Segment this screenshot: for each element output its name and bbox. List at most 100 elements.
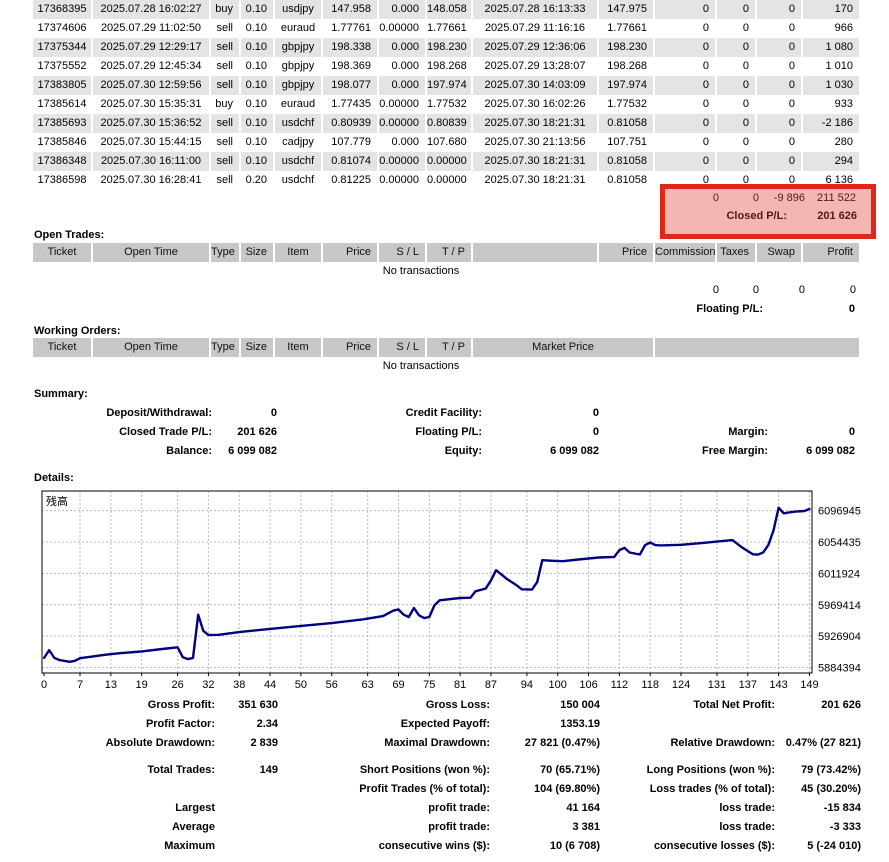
trade-cell: usdchf bbox=[275, 114, 321, 133]
stat-label: consecutive wins ($): bbox=[378, 840, 490, 852]
x-tick-label: 75 bbox=[423, 679, 435, 691]
trade-cell: 2025.07.29 11:02:50 bbox=[100, 22, 202, 34]
summary-value: 0 bbox=[592, 407, 599, 419]
details-stat-row: Profit Factor: 2.34 Expected Payoff: 1353.1… bbox=[0, 715, 889, 734]
trade-cell: 0 bbox=[702, 136, 709, 148]
column-header: T / P bbox=[427, 338, 471, 357]
x-tick-label: 69 bbox=[392, 679, 404, 691]
stat-label: Maximum bbox=[164, 840, 215, 852]
chart-title: 残高 bbox=[46, 494, 68, 508]
column-header: S / L bbox=[379, 243, 425, 262]
stat-value: 10 (6 708) bbox=[549, 840, 600, 852]
trade-cell: 198.338 bbox=[323, 38, 377, 57]
y-tick-label: 6096945 bbox=[818, 506, 861, 518]
column-header: Profit bbox=[803, 243, 859, 262]
trade-cell: usdchf bbox=[281, 174, 315, 186]
trade-cell: gbpjpy bbox=[275, 38, 321, 57]
stat-value: 3 381 bbox=[572, 821, 600, 833]
trade-cell: usdchf bbox=[275, 152, 321, 171]
closed-trade-row: 17368395 2025.07.28 16:02:27 buy 0.10 usdjpy… bbox=[33, 0, 859, 19]
trade-cell: 2025.07.30 21:13:56 bbox=[484, 136, 586, 148]
x-tick-label: 50 bbox=[295, 679, 307, 691]
x-tick-label: 56 bbox=[326, 679, 338, 691]
trade-cell: 0.000 bbox=[391, 136, 419, 148]
stat-label: loss trade: bbox=[719, 821, 775, 833]
trade-cell: 2025.07.30 12:59:56 bbox=[93, 76, 209, 95]
stat-text: 0 bbox=[712, 192, 719, 204]
y-tick-label: 5969414 bbox=[818, 600, 861, 612]
trade-cell: 0.20 bbox=[245, 174, 267, 186]
column-header: Open Time bbox=[93, 243, 209, 262]
column-header: Size bbox=[241, 243, 273, 262]
plot-border bbox=[41, 490, 813, 674]
trade-cell: 107.751 bbox=[607, 136, 647, 148]
trade-cell: 0 bbox=[717, 152, 755, 171]
trade-cell: 0 bbox=[717, 0, 755, 19]
details-stat-row: Absolute Drawdown: 2 839 Maximal Drawdown:… bbox=[0, 734, 889, 753]
trade-cell: 198.077 bbox=[323, 76, 377, 95]
closed-trade-row: 17385846 2025.07.30 15:44:15 sell 0.10 cadjp… bbox=[33, 133, 859, 152]
column-header: Ticket bbox=[33, 243, 91, 262]
trade-cell: 2025.07.29 12:45:34 bbox=[100, 60, 202, 72]
stat-value: 1353.19 bbox=[560, 718, 600, 730]
trade-cell: sell bbox=[211, 114, 239, 133]
trade-cell: 0.81225 bbox=[331, 174, 371, 186]
column-header: Price bbox=[599, 243, 653, 262]
trade-cell: 107.680 bbox=[427, 136, 467, 148]
stat-label: Average bbox=[171, 821, 215, 833]
trade-cell: 0 bbox=[742, 60, 749, 72]
column-header: T / P bbox=[427, 243, 471, 262]
trade-cell: 2025.07.30 15:36:52 bbox=[93, 114, 209, 133]
trade-cell: sell bbox=[216, 174, 233, 186]
trade-cell: 198.268 bbox=[427, 60, 467, 72]
trade-cell: 198.230 bbox=[599, 38, 653, 57]
column-header: S / L bbox=[379, 338, 425, 357]
trade-cell: 17375344 bbox=[33, 38, 91, 57]
column-header: Open Time bbox=[93, 338, 209, 357]
y-tick-label: 5884394 bbox=[818, 663, 861, 675]
trade-cell: usdjpy bbox=[275, 0, 321, 19]
trade-cell: sell bbox=[211, 76, 239, 95]
stat-value: 41 164 bbox=[566, 802, 600, 814]
trade-cell: 294 bbox=[803, 152, 859, 171]
trade-cell: 0 bbox=[788, 60, 795, 72]
trade-cell: 17386348 bbox=[33, 152, 91, 171]
stat-label: Expected Payoff: bbox=[400, 718, 490, 730]
closed-pl-highlight-box bbox=[660, 184, 876, 239]
trade-cell: 0 bbox=[655, 76, 715, 95]
details-stat-row: Profit Trades (% of total): 104 (69.80%) L… bbox=[0, 780, 889, 799]
summary-heading: Summary: bbox=[34, 388, 88, 400]
stat-value: 45 (30.20%) bbox=[801, 783, 861, 795]
trade-cell: 1.77661 bbox=[427, 22, 467, 34]
trade-cell: 0 bbox=[757, 152, 801, 171]
stat-text: 0 bbox=[849, 284, 856, 296]
x-tick-label: 44 bbox=[264, 679, 276, 691]
trade-cell: 0 bbox=[742, 22, 749, 34]
closed-trade-row: 17385693 2025.07.30 15:36:52 sell 0.10 usdch… bbox=[33, 114, 859, 133]
trade-cell: buy bbox=[215, 98, 233, 110]
x-tick-label: 32 bbox=[202, 679, 214, 691]
column-header bbox=[655, 338, 859, 357]
stat-value: 2.34 bbox=[256, 718, 278, 730]
trade-cell: sell bbox=[216, 60, 233, 72]
column-header: Ticket bbox=[33, 338, 91, 357]
trade-cell: 1.77761 bbox=[331, 22, 371, 34]
x-tick-label: 106 bbox=[579, 679, 597, 691]
column-header: Market Price bbox=[473, 338, 653, 357]
x-tick-label: 118 bbox=[641, 679, 659, 691]
summary-value: 0 bbox=[592, 426, 599, 438]
trade-cell: 197.974 bbox=[427, 76, 471, 95]
stat-label: Total Net Profit: bbox=[693, 699, 775, 711]
stat-label: Largest bbox=[175, 802, 215, 814]
summary-value: 0 bbox=[848, 426, 855, 438]
details-stat-row: Gross Profit: 351 630 Gross Loss: 150 004 To… bbox=[0, 696, 889, 715]
trade-cell: 0.80839 bbox=[427, 114, 471, 133]
details-heading: Details: bbox=[34, 472, 74, 484]
floating-pl-value: 0 bbox=[848, 303, 855, 315]
closed-trades-table: 17368395 2025.07.28 16:02:27 buy 0.10 usdjpy… bbox=[31, 0, 861, 190]
x-tick-label: 149 bbox=[800, 679, 818, 691]
trade-cell: 0.10 bbox=[241, 0, 273, 19]
trade-cell: 107.779 bbox=[331, 136, 371, 148]
